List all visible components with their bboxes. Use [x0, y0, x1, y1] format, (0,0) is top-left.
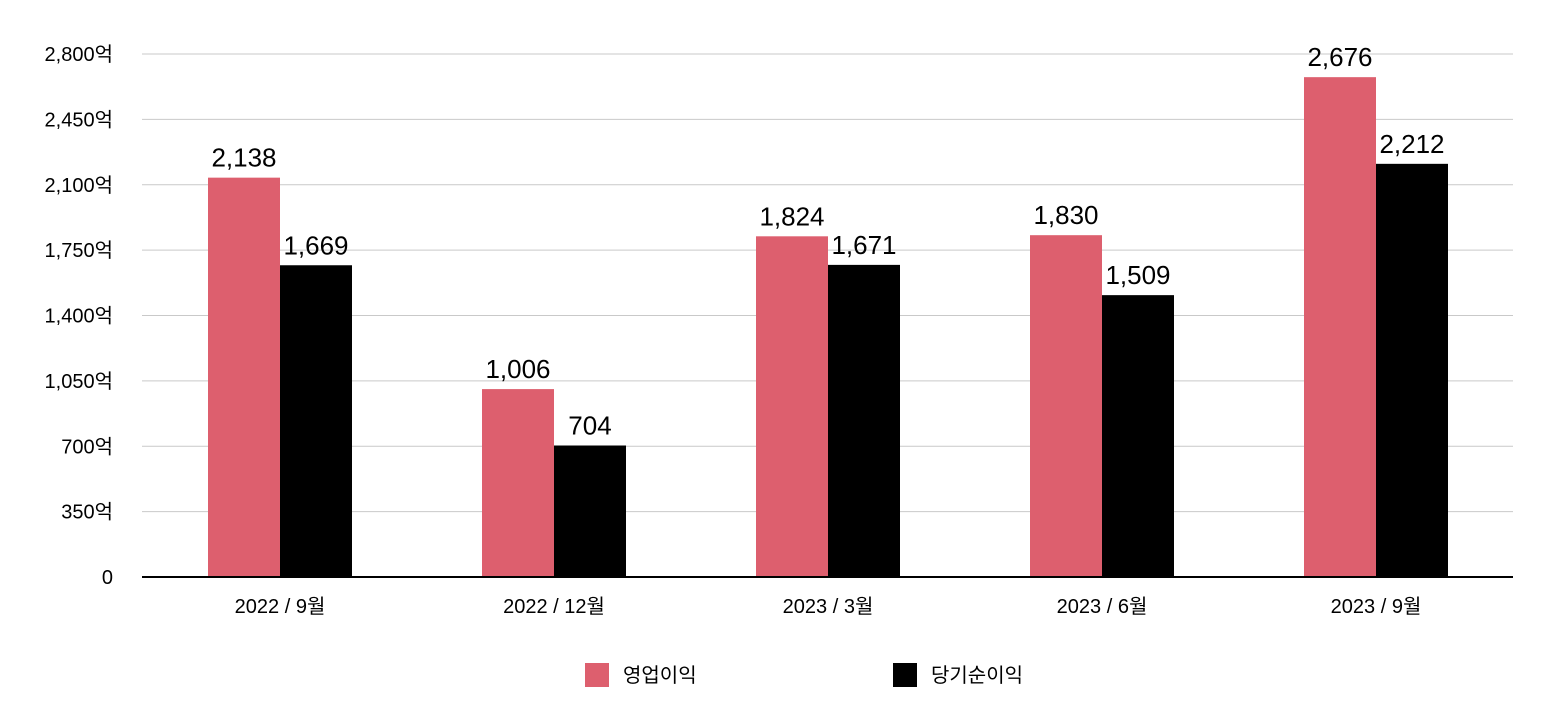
- bar: [756, 236, 828, 577]
- y-tick-label: 1,050억: [45, 370, 113, 393]
- legend-label: 당기순이익: [931, 664, 1023, 687]
- legend-label: 영업이익: [623, 664, 697, 687]
- data-label: 1,509: [1105, 260, 1170, 290]
- x-tick-label: 2023 / 9월: [1331, 595, 1422, 618]
- data-label: 1,006: [485, 354, 550, 384]
- bar: [482, 389, 554, 577]
- y-tick-label: 1,400억: [45, 305, 113, 328]
- bar: [828, 264, 900, 577]
- bar: [1376, 163, 1448, 577]
- legend-swatch: [893, 663, 917, 687]
- bar: [1102, 295, 1174, 577]
- bar: [1304, 77, 1376, 577]
- legend-swatch: [585, 663, 609, 687]
- data-label: 1,671: [831, 230, 896, 260]
- bar: [1030, 235, 1102, 578]
- data-label: 1,830: [1033, 200, 1098, 230]
- x-tick-label: 2022 / 9월: [235, 595, 326, 618]
- y-axis-tick-labels: 0 350억 700억 1,050억 1,400억 1,750억 2,100억 2,450억 2…: [45, 43, 113, 589]
- y-tick-label: 1,750억: [45, 239, 113, 262]
- bar: [554, 445, 626, 577]
- data-label: 704: [568, 411, 611, 441]
- legend: 영업이익 당기순이익: [585, 663, 1023, 687]
- bar: [280, 265, 352, 577]
- y-tick-label: 2,100억: [45, 174, 113, 197]
- y-tick-label: 2,450억: [45, 108, 113, 131]
- bar: [208, 177, 280, 577]
- data-label: 1,824: [759, 201, 824, 231]
- data-label: 2,138: [211, 143, 276, 173]
- data-label: 2,676: [1307, 42, 1372, 72]
- y-tick-label: 2,800억: [45, 43, 113, 66]
- x-tick-label: 2023 / 3월: [783, 595, 874, 618]
- y-tick-label: 0: [102, 567, 113, 589]
- x-tick-label: 2023 / 6월: [1057, 595, 1148, 618]
- x-tick-label: 2022 / 12월: [503, 595, 605, 618]
- data-label: 2,212: [1379, 129, 1444, 159]
- bars: [208, 77, 1448, 578]
- y-tick-label: 350억: [61, 501, 113, 524]
- x-axis-tick-labels: 2022 / 9월 2022 / 12월 2023 / 3월 2023 / 6월 202…: [235, 595, 1422, 618]
- y-tick-label: 700억: [61, 435, 113, 458]
- data-label: 1,669: [283, 230, 348, 260]
